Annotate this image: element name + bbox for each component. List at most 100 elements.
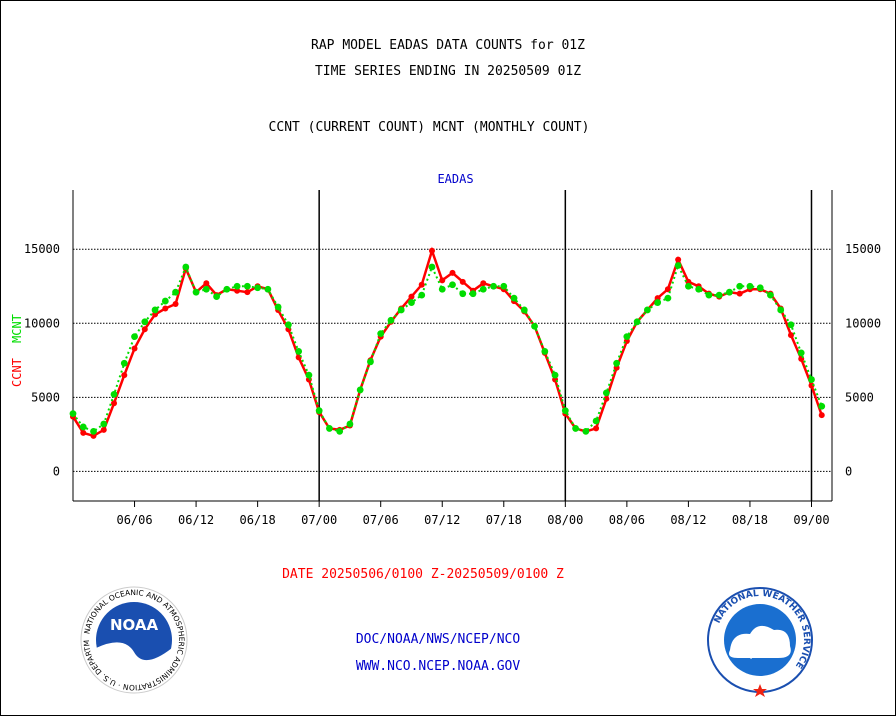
header-title-line2: TIME SERIES ENDING IN 20250509 01Z <box>314 64 582 79</box>
data-point-ccnt <box>480 280 487 287</box>
nws-logo-bolt <box>748 636 776 659</box>
data-point-mcnt <box>264 285 272 293</box>
data-point-mcnt <box>377 330 385 338</box>
data-point-ccnt <box>162 305 169 312</box>
data-point-ccnt <box>603 395 610 402</box>
data-point-ccnt <box>664 286 671 293</box>
data-point-ccnt <box>141 326 148 333</box>
x-tick-label: 06/06 <box>116 513 152 527</box>
data-point-mcnt <box>685 282 692 290</box>
data-point-mcnt <box>408 299 415 306</box>
data-point-mcnt <box>551 371 559 379</box>
data-point-mcnt <box>602 389 610 397</box>
data-point-mcnt <box>777 306 785 314</box>
data-point-ccnt <box>449 269 456 276</box>
data-point-ccnt <box>428 247 435 254</box>
y-tick-label-left: 0 <box>53 464 60 478</box>
data-point-mcnt <box>346 420 354 428</box>
nws-logo-icon: NATIONAL WEATHER SERVICE <box>707 587 813 697</box>
data-point-mcnt <box>531 322 538 330</box>
data-point-mcnt <box>69 410 77 418</box>
data-point-mcnt <box>305 371 313 379</box>
data-point-mcnt <box>643 306 651 314</box>
data-point-mcnt <box>572 425 579 432</box>
data-point-mcnt <box>326 425 333 432</box>
data-point-ccnt <box>111 400 118 407</box>
data-point-mcnt <box>726 288 733 296</box>
data-point-mcnt <box>541 348 549 355</box>
data-point-ccnt <box>131 345 138 352</box>
data-point-mcnt <box>664 294 672 302</box>
data-point-mcnt <box>808 376 815 383</box>
data-point-mcnt <box>356 386 364 394</box>
nws-logo-star <box>753 684 767 697</box>
footer-url[interactable]: WWW.NCO.NCEP.NOAA.GOV <box>355 659 521 674</box>
data-point-mcnt <box>561 407 569 415</box>
data-point-mcnt <box>387 316 395 324</box>
data-point-mcnt <box>295 348 303 355</box>
data-point-mcnt <box>274 303 282 311</box>
x-tick-label: 08/00 <box>547 513 583 527</box>
data-point-mcnt <box>715 291 723 299</box>
data-point-mcnt <box>223 285 231 293</box>
data-point-mcnt <box>736 282 744 290</box>
data-point-mcnt <box>161 297 169 305</box>
data-point-mcnt <box>428 263 436 271</box>
data-point-mcnt <box>110 390 118 398</box>
data-point-mcnt <box>510 294 518 302</box>
series-line-mcnt <box>72 262 823 433</box>
data-point-ccnt <box>787 332 794 339</box>
data-point-mcnt <box>131 333 138 341</box>
data-point-ccnt <box>121 372 128 379</box>
data-point-ccnt <box>408 293 415 300</box>
data-point-mcnt <box>449 281 456 289</box>
footer-org: DOC/NOAA/NWS/NCEP/NCO <box>355 632 521 647</box>
data-point-mcnt <box>613 359 621 367</box>
data-point-mcnt <box>336 427 344 435</box>
data-point-mcnt <box>438 285 446 293</box>
data-point-mcnt <box>756 284 764 292</box>
data-point-mcnt <box>705 291 713 299</box>
y-tick-label-right: 0 <box>845 464 852 478</box>
x-tick-label: 07/12 <box>424 513 460 527</box>
x-tick-label: 08/06 <box>609 513 645 527</box>
data-point-mcnt <box>243 282 251 290</box>
data-point-mcnt <box>592 417 600 425</box>
data-point-mcnt <box>202 285 210 293</box>
x-axis-date-label: DATE 20250506/0100 Z-20250509/0100 Z <box>282 567 564 582</box>
data-point-ccnt <box>818 412 825 419</box>
data-point-mcnt <box>654 299 662 306</box>
data-point-mcnt <box>797 349 805 357</box>
data-point-mcnt <box>459 290 467 298</box>
noaa-logo-bird <box>96 642 172 688</box>
data-point-mcnt <box>500 282 508 290</box>
data-point-ccnt <box>80 429 87 436</box>
y-tick-label-left: 15000 <box>24 242 60 256</box>
data-point-mcnt <box>520 306 528 314</box>
data-point-ccnt <box>675 256 682 263</box>
data-point-mcnt <box>284 321 292 329</box>
data-point-mcnt <box>315 407 323 415</box>
x-tick-label: 06/18 <box>240 513 276 527</box>
data-point-ccnt <box>439 277 446 284</box>
data-point-ccnt <box>172 301 179 308</box>
y-tick-label-left: 5000 <box>31 390 60 404</box>
data-point-mcnt <box>254 284 262 292</box>
series-line-ccnt <box>71 246 823 438</box>
header-legend-line: CCNT (CURRENT COUNT) MCNT (MONTHLY COUNT… <box>268 120 590 135</box>
data-point-mcnt <box>90 427 97 435</box>
data-point-mcnt <box>674 262 682 269</box>
data-point-mcnt <box>397 306 405 314</box>
x-tick-label: 07/06 <box>363 513 399 527</box>
data-point-mcnt <box>100 420 108 428</box>
data-point-mcnt <box>582 427 590 435</box>
x-tick-label: 08/18 <box>732 513 768 527</box>
data-point-mcnt <box>192 288 200 296</box>
data-point-ccnt <box>244 289 251 296</box>
data-point-mcnt <box>182 263 190 271</box>
data-point-mcnt <box>469 290 477 298</box>
data-point-mcnt <box>151 306 159 314</box>
data-point-mcnt <box>120 359 128 367</box>
data-point-mcnt <box>818 402 826 410</box>
x-tick-label: 07/00 <box>301 513 337 527</box>
